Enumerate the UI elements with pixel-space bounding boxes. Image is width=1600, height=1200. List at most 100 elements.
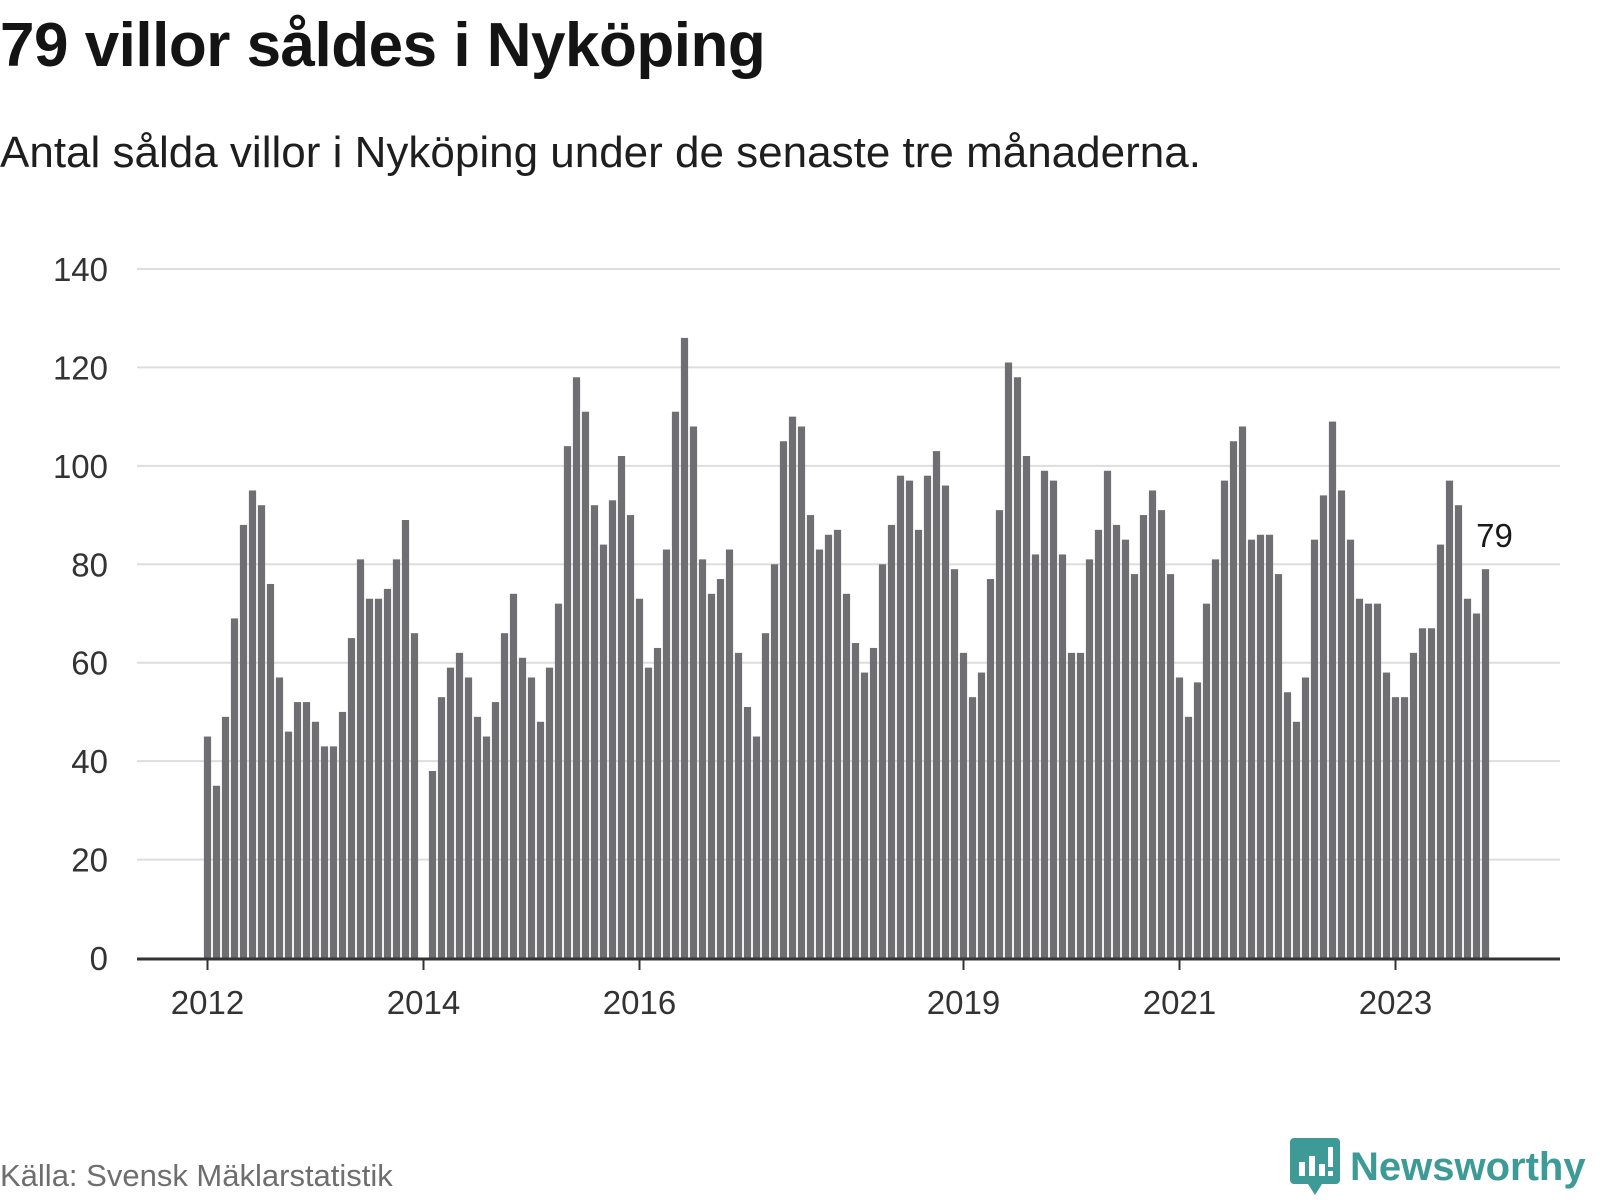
y-tick-label: 100 bbox=[53, 448, 108, 485]
bar bbox=[203, 736, 212, 958]
x-tick-label: 2012 bbox=[171, 984, 244, 1021]
bar bbox=[734, 652, 743, 958]
bar bbox=[347, 638, 356, 958]
bar bbox=[536, 721, 545, 958]
bar bbox=[761, 633, 770, 958]
bar bbox=[1121, 539, 1130, 958]
bar bbox=[1040, 470, 1049, 958]
bar bbox=[977, 672, 986, 958]
bar bbox=[1445, 480, 1454, 958]
y-tick-label: 40 bbox=[71, 743, 108, 780]
bar bbox=[662, 549, 671, 958]
bar bbox=[1067, 652, 1076, 958]
bar bbox=[1103, 470, 1112, 958]
source-note: Källa: Svensk Mäklarstatistik bbox=[0, 1158, 393, 1193]
bar bbox=[698, 559, 707, 958]
bar bbox=[914, 529, 923, 958]
bar bbox=[302, 702, 311, 958]
bar bbox=[1202, 603, 1211, 958]
bar bbox=[887, 524, 896, 958]
bar bbox=[653, 647, 662, 958]
bar bbox=[392, 559, 401, 958]
x-tick-label: 2019 bbox=[927, 984, 1000, 1021]
bar bbox=[1310, 539, 1319, 958]
bar bbox=[1166, 574, 1175, 958]
newsworthy-logo[interactable]: Newsworthy bbox=[1290, 1138, 1586, 1196]
bar bbox=[878, 564, 887, 958]
bar bbox=[1409, 652, 1418, 958]
x-tick-label: 2016 bbox=[603, 984, 676, 1021]
bar-series bbox=[203, 337, 1490, 959]
bar bbox=[689, 426, 698, 958]
bar bbox=[644, 667, 653, 958]
bar bbox=[617, 456, 626, 958]
bar bbox=[1085, 559, 1094, 958]
y-tick-label: 20 bbox=[71, 842, 108, 879]
bar bbox=[1004, 362, 1013, 958]
bar bbox=[680, 337, 689, 958]
bar bbox=[1238, 426, 1247, 958]
bar bbox=[1157, 510, 1166, 958]
annotations: 79 bbox=[1476, 517, 1513, 554]
bar bbox=[788, 416, 797, 959]
bar bbox=[716, 579, 725, 958]
bar bbox=[1022, 456, 1031, 958]
bar bbox=[1454, 505, 1463, 958]
bar bbox=[1175, 677, 1184, 958]
bar bbox=[401, 519, 410, 958]
bar bbox=[1049, 480, 1058, 958]
bar bbox=[752, 736, 761, 958]
bar bbox=[455, 652, 464, 958]
bar bbox=[1076, 652, 1085, 958]
bar bbox=[410, 633, 419, 958]
bar bbox=[482, 736, 491, 958]
bar bbox=[1427, 628, 1436, 958]
bar bbox=[527, 677, 536, 958]
bar bbox=[257, 505, 266, 958]
bar bbox=[275, 677, 284, 958]
bar bbox=[941, 485, 950, 958]
bar bbox=[1220, 480, 1229, 958]
bar bbox=[311, 721, 320, 958]
bar bbox=[1346, 539, 1355, 958]
brand-name: Newsworthy bbox=[1350, 1144, 1586, 1189]
bar bbox=[1400, 697, 1409, 958]
bar bbox=[221, 716, 230, 958]
bar bbox=[230, 618, 239, 958]
bar bbox=[590, 505, 599, 958]
y-tick-label: 60 bbox=[71, 645, 108, 682]
bar bbox=[842, 593, 851, 958]
bar bbox=[923, 475, 932, 958]
bar bbox=[1472, 613, 1481, 958]
bar bbox=[725, 549, 734, 958]
bar bbox=[959, 652, 968, 958]
bar bbox=[1373, 603, 1382, 958]
bar bbox=[824, 534, 833, 958]
bar bbox=[437, 697, 446, 958]
bar bbox=[1283, 692, 1292, 958]
bar bbox=[491, 702, 500, 958]
bar bbox=[986, 579, 995, 958]
bar bbox=[1148, 490, 1157, 958]
bar bbox=[599, 544, 608, 958]
bar bbox=[950, 569, 959, 958]
highlight-value-label: 79 bbox=[1476, 517, 1513, 554]
bar bbox=[833, 529, 842, 958]
bar bbox=[770, 564, 779, 958]
chart-title: 79 villor såldes i Nyköping bbox=[0, 11, 766, 80]
x-axis: 2012 2014 2016 2019 2021 2023 bbox=[137, 957, 1560, 1021]
bar bbox=[1265, 534, 1274, 958]
y-tick-label: 140 bbox=[53, 251, 108, 288]
bar bbox=[806, 515, 815, 958]
bar bbox=[1229, 441, 1238, 958]
bar bbox=[1391, 697, 1400, 958]
bar bbox=[626, 515, 635, 958]
bar bbox=[581, 411, 590, 958]
bar bbox=[1184, 716, 1193, 958]
bar bbox=[1301, 677, 1310, 958]
bar bbox=[1463, 598, 1472, 958]
bar bbox=[1319, 495, 1328, 958]
bar bbox=[1031, 554, 1040, 958]
bar bbox=[545, 667, 554, 958]
